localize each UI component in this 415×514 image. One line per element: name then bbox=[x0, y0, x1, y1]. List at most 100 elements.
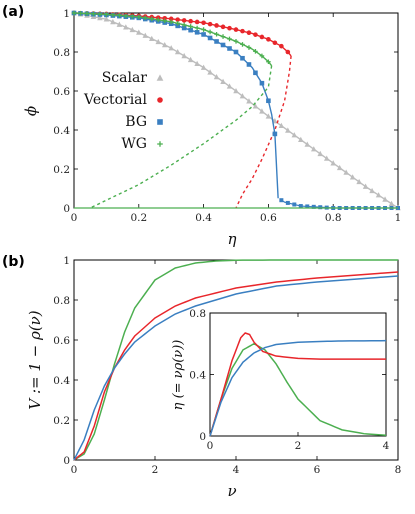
series-scalar-point bbox=[220, 78, 226, 84]
panel-a-xtick-label: 0 bbox=[71, 212, 78, 224]
series-bg-point bbox=[266, 98, 271, 104]
series-scalar-point bbox=[343, 169, 349, 175]
series-scalar-point bbox=[323, 155, 330, 161]
panel-b-ylabel: V := 1 − ρ(ν) bbox=[26, 310, 44, 409]
series-wg-point bbox=[149, 16, 155, 22]
series-wg-point bbox=[117, 13, 122, 18]
panel-b-ytick-label: 0.4 bbox=[53, 375, 70, 387]
series-wg-point bbox=[110, 12, 116, 18]
series-scalar-point bbox=[161, 41, 168, 48]
panel-b-xtick-label: 8 bbox=[395, 464, 402, 476]
series-scalar-point bbox=[233, 88, 239, 94]
legend-scalar-label: Scalar bbox=[102, 70, 148, 86]
series-scalar-point bbox=[123, 24, 129, 30]
series-bg-point bbox=[318, 205, 323, 210]
legend-wg-label: WG bbox=[121, 136, 147, 152]
series-scalar-point bbox=[149, 35, 155, 42]
series-scalar-point bbox=[388, 200, 395, 207]
series-wg-point bbox=[142, 15, 148, 21]
series-scalar-point bbox=[369, 187, 375, 194]
series-scalar-point bbox=[155, 38, 161, 45]
series-scalar-point bbox=[336, 164, 343, 171]
series-bg-point bbox=[311, 204, 316, 209]
series-bg-point bbox=[285, 200, 290, 205]
series-wg-point bbox=[207, 29, 213, 35]
legend-bg-label: BG bbox=[125, 114, 147, 130]
panel-b-ytick-label: 0.8 bbox=[53, 295, 70, 307]
series-scalar-point bbox=[174, 49, 181, 55]
series-scalar-point bbox=[246, 98, 252, 104]
panel-b-ytick-label: 0.6 bbox=[53, 335, 70, 347]
inset-xtick-label: 2 bbox=[295, 440, 302, 452]
series-wg-point bbox=[78, 10, 83, 16]
series-vectorial-point bbox=[168, 16, 174, 22]
series-scalar-point bbox=[194, 60, 200, 66]
series-bg-point bbox=[233, 49, 239, 55]
series-scalar-point bbox=[110, 18, 116, 25]
series-vectorial-point bbox=[233, 27, 239, 32]
inset-chart: 0 2 4 0 0.4 0.8 bbox=[189, 308, 389, 452]
series-wg-point bbox=[162, 18, 168, 24]
inset-series-bg-line bbox=[209, 339, 387, 437]
series-vectorial-point bbox=[207, 21, 213, 27]
panel-a-ytick-label: 0.4 bbox=[53, 125, 70, 137]
series-wg-point bbox=[194, 25, 200, 31]
series-wg-point bbox=[175, 21, 180, 26]
series-wg-point bbox=[181, 22, 187, 28]
series-vectorial-point bbox=[181, 18, 187, 23]
series-scalar-point bbox=[207, 69, 213, 75]
series-scalar-point bbox=[382, 196, 388, 202]
series-scalar-point bbox=[304, 141, 311, 147]
series-bg-point bbox=[181, 25, 187, 31]
series-wg-point bbox=[91, 11, 96, 17]
series-vectorial-point bbox=[194, 19, 200, 25]
series-scalar-point bbox=[278, 122, 285, 129]
series-bg-point bbox=[272, 131, 278, 137]
series-bg-point bbox=[292, 202, 297, 207]
series-bg-point bbox=[253, 70, 258, 76]
series-wg-point bbox=[259, 53, 265, 59]
panel-a-xtick-label: 0.2 bbox=[130, 212, 147, 224]
inset-xtick-label: 0 bbox=[207, 440, 214, 452]
panel-a-chart: 0 0.2 0.4 0.6 0.8 1 0 0.2 0.4 0.6 0.8 1 bbox=[53, 8, 401, 224]
series-wg-point bbox=[84, 11, 90, 16]
legend-wg-marker bbox=[157, 141, 163, 147]
panel-b-ytick-label: 0 bbox=[63, 455, 70, 467]
inset-ytick-label: 0.8 bbox=[189, 308, 206, 320]
panel-b-xtick-label: 6 bbox=[314, 464, 321, 476]
legend-vectorial-marker bbox=[157, 97, 163, 103]
panel-a-xlabel: η bbox=[228, 230, 237, 248]
legend-vectorial-label: Vectorial bbox=[83, 92, 148, 108]
series-scalar-point bbox=[291, 132, 298, 138]
series-vectorial-point bbox=[285, 49, 291, 55]
series-bg-point bbox=[220, 42, 226, 48]
series-wg-point bbox=[233, 38, 239, 44]
inset-ylabel: η (= νρ(ν)) bbox=[171, 340, 186, 411]
series-bg-point bbox=[246, 62, 252, 67]
series-wg-point bbox=[155, 17, 161, 23]
series-wg-point bbox=[266, 59, 271, 65]
series-vectorial-point bbox=[227, 25, 232, 31]
panel-a-ytick-label: 0.8 bbox=[53, 47, 70, 59]
series-vectorial-point bbox=[220, 24, 226, 30]
series-scalar-point bbox=[200, 64, 207, 70]
series-vectorial-point bbox=[175, 17, 180, 22]
series-scalar-point bbox=[330, 160, 336, 166]
series-bg-point bbox=[214, 39, 219, 44]
panel-b-ytick-label: 1 bbox=[63, 255, 70, 267]
series-wg-point bbox=[188, 24, 193, 29]
series-wg-point bbox=[253, 49, 258, 54]
series-vectorial-unstable-line bbox=[235, 55, 292, 209]
series-vectorial-point bbox=[253, 32, 258, 37]
panel-a-ytick-label: 1 bbox=[63, 8, 70, 20]
panel-a-ytick-label: 0 bbox=[63, 203, 70, 215]
series-scalar-point bbox=[298, 136, 304, 143]
series-wg-point bbox=[71, 10, 77, 16]
series-vectorial-point bbox=[279, 43, 284, 49]
series-bg-point bbox=[175, 23, 180, 29]
series-vectorial-point bbox=[246, 30, 252, 35]
series-bg-point bbox=[194, 30, 200, 35]
panel-b-xtick-label: 4 bbox=[233, 464, 240, 476]
series-scalar-point bbox=[103, 16, 110, 22]
